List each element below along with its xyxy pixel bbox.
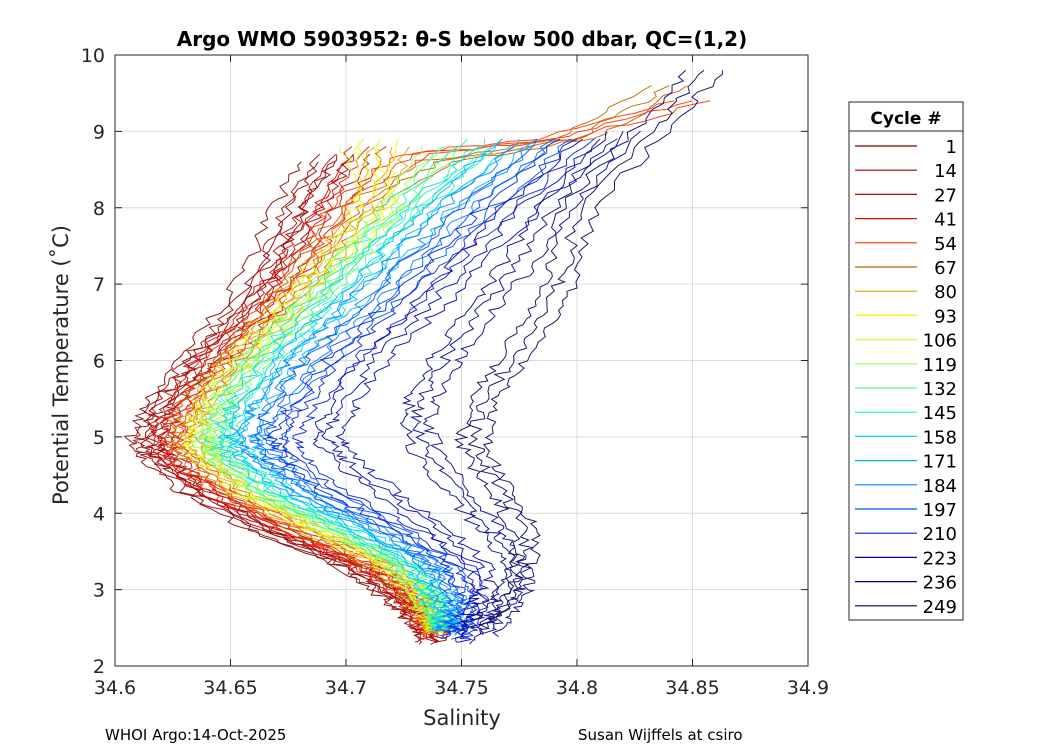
legend-label-54: 54 (934, 234, 957, 255)
legend-label-1: 1 (946, 137, 957, 158)
series-line-cycle-145-profile-0 (202, 138, 468, 630)
series-line-cycle-93-profile-0 (180, 138, 433, 632)
y-axis-label: Potential Temperature (˚C) (49, 225, 73, 505)
legend-label-223: 223 (923, 548, 957, 569)
y-tick-label: 9 (93, 121, 105, 143)
footer-credit: Susan Wijffels at csiro (578, 726, 743, 744)
legend-label-236: 236 (923, 573, 957, 594)
series-line-cycle-54-profile-0 (158, 100, 675, 636)
series-line-cycle-197-profile-0 (254, 138, 538, 637)
series-line-cycle-67-profile-0 (163, 85, 652, 637)
tick-layer: 34.6 34.65 34.7 34.75 34.8 34.85 34.9 2 3 4 5 6 7 8 9 1… (81, 45, 829, 699)
series-line-cycle-1-profile-0 (124, 161, 423, 643)
y-tick-label: 3 (93, 580, 105, 602)
legend-label-210: 210 (923, 524, 957, 545)
x-tick-label: 34.75 (434, 677, 488, 699)
series-line-cycle-80-profile-0 (171, 146, 436, 635)
legend-entries: 1 14 27 41 54 67 80 93 106 119 132 145 158 171 184 197 2… (855, 137, 957, 618)
x-axis-label: Salinity (423, 706, 501, 730)
series-line-cycle-54 (169, 100, 693, 635)
series-line-cycle-41 (166, 146, 439, 640)
legend-label-158: 158 (923, 427, 957, 448)
series-line-cycle-27 (156, 154, 436, 640)
legend-label-119: 119 (923, 355, 957, 376)
x-tick-label: 34.9 (787, 677, 829, 699)
series-line-cycle-236-profile-0 (399, 131, 607, 635)
series-line-cycle-27-profile-0 (139, 153, 426, 640)
legend-label-106: 106 (923, 331, 957, 352)
legend-label-171: 171 (923, 452, 957, 473)
legend-label-197: 197 (923, 500, 957, 521)
y-tick-label: 7 (93, 274, 105, 296)
series-line-cycle-171-profile-0 (222, 138, 503, 634)
legend-label-93: 93 (934, 306, 957, 327)
series-line-cycle-236-profile-2 (422, 131, 641, 638)
y-tick-label: 10 (81, 45, 105, 67)
series-line-cycle-249 (467, 69, 705, 628)
legend-label-249: 249 (923, 597, 957, 618)
footer-source: WHOI Argo:14-Oct-2025 (105, 726, 287, 744)
series-line-cycle-158-profile-0 (214, 146, 480, 630)
series-line-cycle-223-profile-2 (335, 138, 618, 645)
series-line-cycle-184-profile-0 (236, 146, 514, 632)
series-line-cycle-197 (262, 138, 555, 636)
series-line-cycle-119-profile-0 (190, 146, 437, 628)
legend-label-67: 67 (934, 258, 957, 279)
series-line-cycle-132-profile-2 (221, 146, 480, 630)
legend-label-80: 80 (934, 282, 957, 303)
legend-label-27: 27 (934, 185, 957, 206)
legend-label-184: 184 (923, 476, 957, 497)
series-line-cycle-132-profile-0 (198, 146, 445, 630)
y-tick-label: 2 (93, 656, 105, 678)
series-line-cycle-210-profile-0 (266, 138, 561, 640)
series-line-cycle-223-profile-0 (312, 138, 584, 643)
x-tick-label: 34.8 (556, 677, 598, 699)
grid-layer (115, 55, 808, 666)
series-line-cycle-236 (409, 131, 624, 636)
series-line-cycle-145-profile-2 (228, 138, 503, 630)
legend-label-41: 41 (934, 210, 957, 231)
y-tick-label: 6 (93, 351, 105, 373)
series-line-cycle-14-profile-0 (132, 153, 424, 645)
series-line-cycle-145 (217, 138, 486, 630)
series-line-cycle-106-profile-0 (183, 146, 436, 632)
y-tick-label: 8 (93, 198, 105, 220)
series-line-cycle-223 (321, 138, 601, 643)
series-line-cycle-249-profile-2 (480, 70, 723, 630)
legend-label-145: 145 (923, 403, 957, 424)
x-tick-label: 34.7 (325, 677, 367, 699)
legend-title: Cycle # (870, 109, 941, 129)
legend-label-132: 132 (923, 379, 957, 400)
x-tick-label: 34.85 (665, 677, 719, 699)
series-line-cycle-210 (282, 138, 578, 640)
x-tick-label: 34.65 (203, 677, 257, 699)
legend: Cycle # 1 14 27 41 54 67 80 93 106 119 132 145 158 17… (848, 101, 964, 621)
x-tick-label: 34.6 (94, 677, 136, 699)
legend-label-14: 14 (934, 161, 957, 182)
series-line-cycle-41-profile-0 (149, 146, 430, 640)
series-line-cycle-171 (235, 138, 520, 632)
y-tick-label: 5 (93, 427, 105, 449)
series-line-cycle-249-profile-0 (453, 69, 687, 627)
chart-title: Argo WMO 5903952: θ-S below 500 dbar, QC… (177, 27, 747, 51)
series-line-cycle-184 (246, 146, 532, 633)
y-tick-label: 4 (93, 503, 105, 525)
series-layer (124, 69, 723, 645)
